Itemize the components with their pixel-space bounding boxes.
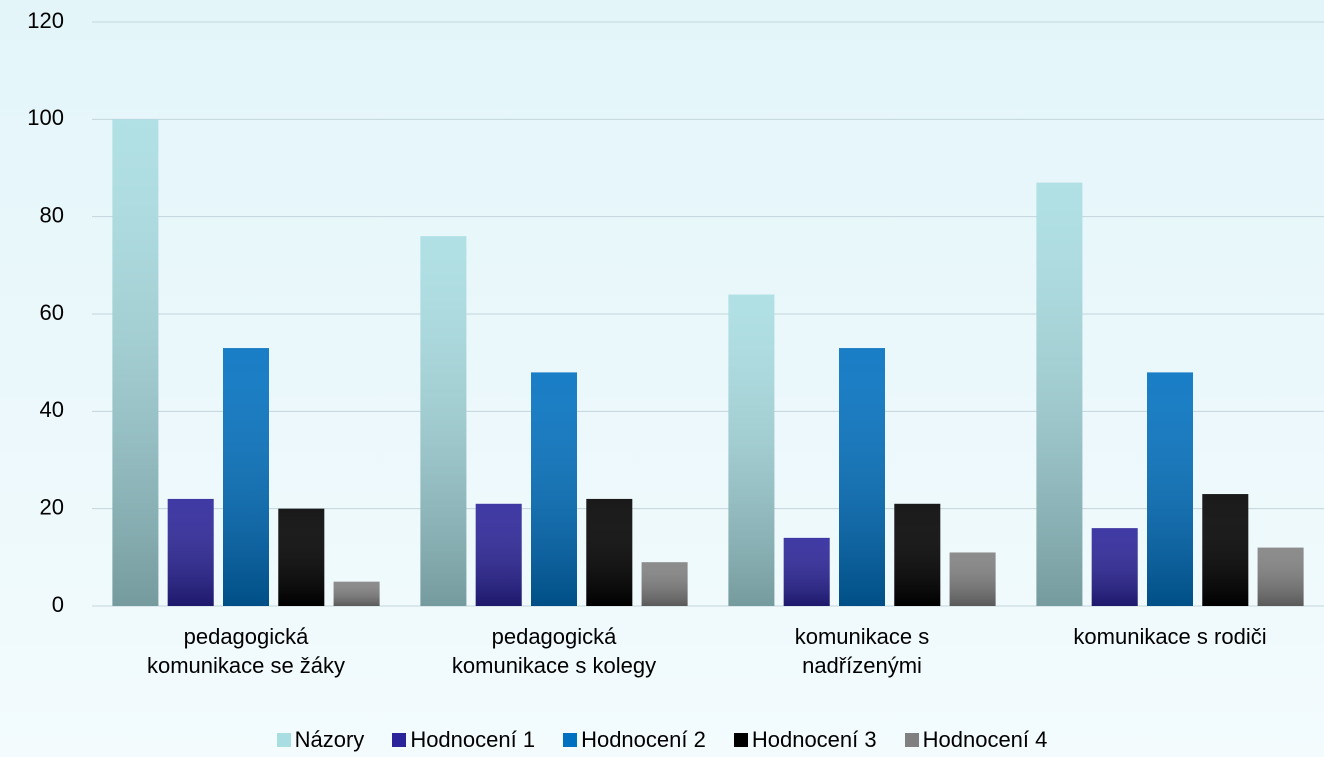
y-tick-label: 40	[40, 397, 64, 422]
bar	[475, 503, 522, 606]
bar	[783, 537, 830, 606]
bar	[586, 498, 633, 606]
legend-swatch	[563, 733, 578, 747]
legend-item: Hodnocení 2	[563, 727, 706, 753]
y-tick-label: 20	[40, 494, 64, 519]
bar	[949, 552, 996, 606]
legend-label: Názory	[294, 727, 365, 752]
bar	[641, 562, 688, 606]
y-tick-label: 100	[27, 105, 64, 130]
bar	[333, 581, 380, 606]
x-tick-label: komunikace s nadřízenými	[794, 624, 930, 678]
bar	[531, 372, 577, 606]
bar	[223, 348, 269, 606]
y-tick-label: 60	[40, 300, 64, 325]
legend-item: Názory	[276, 727, 365, 753]
bar	[112, 119, 159, 606]
x-tick-label: pedagogická komunikace se žáky	[146, 624, 346, 678]
legend-item: Hodnocení 1	[392, 727, 535, 753]
bar	[1147, 372, 1193, 606]
bar	[278, 508, 325, 606]
bar	[1036, 182, 1083, 606]
bar	[167, 498, 214, 606]
bar	[420, 236, 467, 606]
legend-label: Hodnocení 1	[410, 727, 536, 752]
bar	[1091, 528, 1138, 606]
x-tick-label: komunikace s rodiči	[1073, 624, 1267, 649]
legend-swatch	[904, 733, 919, 747]
bar	[894, 503, 941, 606]
x-tick-label: pedagogická komunikace s kolegy	[451, 624, 657, 678]
legend-swatch	[276, 733, 291, 747]
legend: Názory Hodnocení 1 Hodnocení 2 Hodnocení 3 H…	[0, 727, 1324, 753]
bar	[839, 348, 885, 606]
legend-label: Hodnocení 2	[581, 727, 706, 752]
bar	[728, 294, 775, 606]
y-tick-label: 0	[52, 592, 64, 617]
legend-label: Hodnocení 3	[751, 727, 877, 752]
legend-swatch	[733, 733, 748, 747]
y-tick-label: 80	[40, 202, 64, 227]
legend-item: Hodnocení 3	[733, 727, 877, 753]
bar	[1202, 494, 1249, 606]
y-tick-label: 120	[27, 8, 64, 33]
legend-item: Hodnocení 4	[904, 727, 1048, 753]
legend-swatch	[392, 733, 407, 747]
bar	[1257, 547, 1304, 606]
legend-label: Hodnocení 4	[922, 727, 1048, 752]
